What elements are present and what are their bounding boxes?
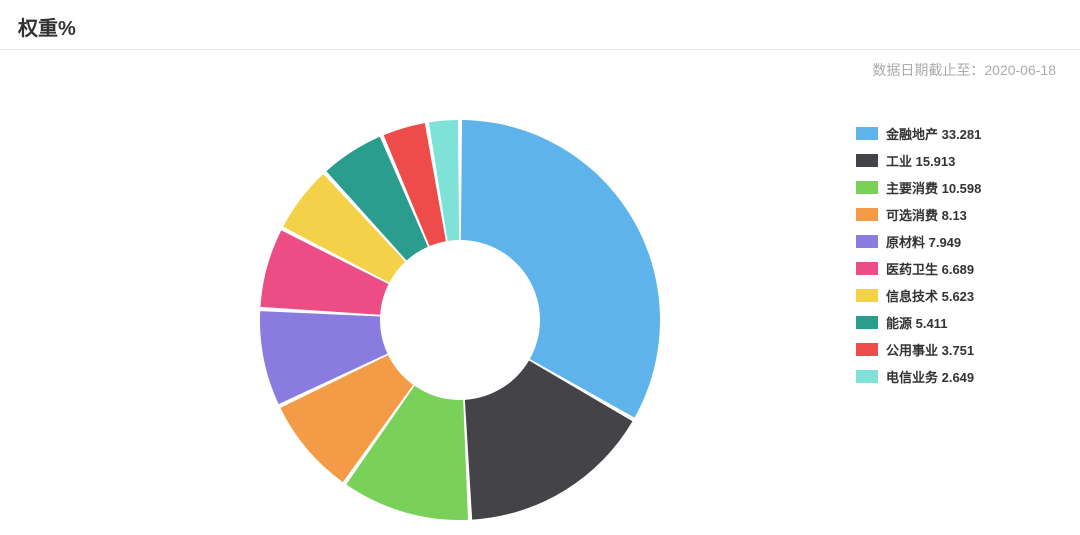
legend-label: 工业 15.913 [886, 151, 955, 170]
legend-label: 能源 5.411 [886, 313, 947, 332]
legend-item[interactable]: 原材料 7.949 [856, 232, 1056, 251]
legend-swatch [856, 316, 878, 329]
legend-swatch [856, 154, 878, 167]
legend-swatch [856, 262, 878, 275]
legend-label: 电信业务 2.649 [886, 367, 974, 386]
legend-item[interactable]: 能源 5.411 [856, 313, 1056, 332]
legend-swatch [856, 208, 878, 221]
legend-item[interactable]: 公用事业 3.751 [856, 340, 1056, 359]
legend: 金融地产 33.281 工业 15.913 主要消费 10.598 可选消费 8.13… [856, 124, 1056, 394]
legend-swatch [856, 181, 878, 194]
chart-title: 权重% [0, 0, 1080, 49]
legend-swatch [856, 370, 878, 383]
legend-swatch [856, 127, 878, 140]
legend-swatch [856, 235, 878, 248]
legend-item[interactable]: 信息技术 5.623 [856, 286, 1056, 305]
chart-area: 金融地产 33.281 工业 15.913 主要消费 10.598 可选消费 8.13… [0, 80, 1080, 520]
legend-item[interactable]: 工业 15.913 [856, 151, 1056, 170]
legend-label: 公用事业 3.751 [886, 340, 974, 359]
donut-chart [250, 110, 670, 530]
legend-label: 医药卫生 6.689 [886, 259, 974, 278]
legend-item[interactable]: 医药卫生 6.689 [856, 259, 1056, 278]
legend-item[interactable]: 主要消费 10.598 [856, 178, 1056, 197]
legend-label: 可选消费 8.13 [886, 205, 967, 224]
legend-item[interactable]: 电信业务 2.649 [856, 367, 1056, 386]
legend-label: 金融地产 33.281 [886, 124, 981, 143]
date-cutoff-label: 数据日期截止至：2020-06-18 [0, 50, 1080, 80]
legend-item[interactable]: 金融地产 33.281 [856, 124, 1056, 143]
legend-swatch [856, 289, 878, 302]
legend-item[interactable]: 可选消费 8.13 [856, 205, 1056, 224]
legend-label: 主要消费 10.598 [886, 178, 981, 197]
legend-swatch [856, 343, 878, 356]
donut-slice[interactable] [461, 120, 660, 418]
legend-label: 原材料 7.949 [886, 232, 961, 251]
legend-label: 信息技术 5.623 [886, 286, 974, 305]
